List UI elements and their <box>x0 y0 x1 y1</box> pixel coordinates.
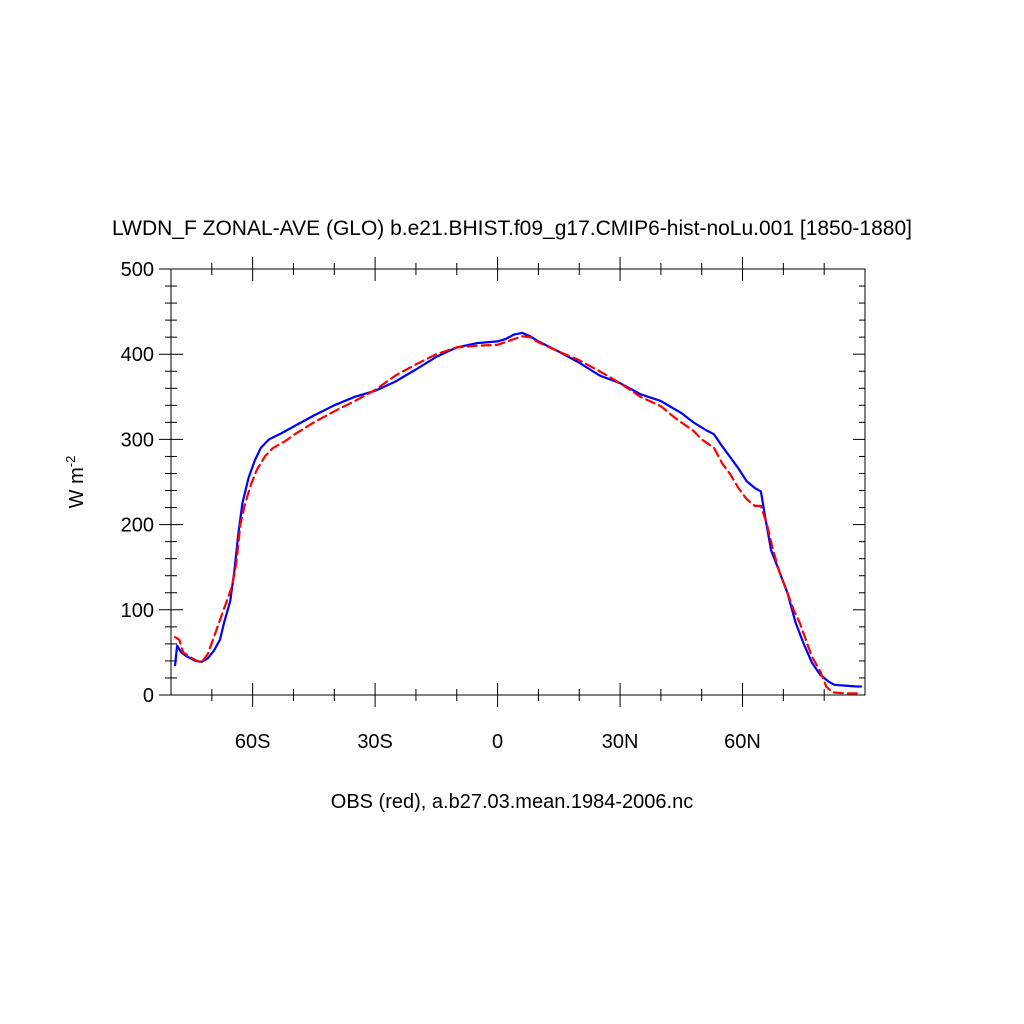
y-axis-label-superscript: -2 <box>63 456 78 468</box>
y-tick-label: 200 <box>121 515 154 537</box>
x-tick-label: 60S <box>235 731 271 753</box>
x-tick-label: 60N <box>724 731 761 753</box>
y-tick-label: 500 <box>121 259 154 281</box>
model-series-line <box>174 331 863 688</box>
x-tick-label: 30S <box>357 731 393 753</box>
y-tick-labels: 0 100 200 300 400 500 <box>121 259 154 707</box>
minor-ticks <box>165 263 865 701</box>
plot-frame <box>170 268 866 696</box>
series-layer <box>174 331 863 695</box>
y-tick-label: 300 <box>121 429 154 451</box>
y-tick-label: 400 <box>121 344 154 366</box>
y-axis-label-main: W m <box>66 467 88 508</box>
x-axis-label: OBS (red), a.b27.03.mean.1984-2006.nc <box>331 791 693 813</box>
x-tick-labels: 60S 30S 0 30N 60N <box>235 731 761 753</box>
y-axis-label: W m-2 <box>63 456 88 509</box>
x-tick-label: 0 <box>492 731 503 753</box>
obs-series-line <box>174 335 863 695</box>
chart-title: LWDN_F ZONAL-AVE (GLO) b.e21.BHIST.f09_g… <box>112 217 912 240</box>
y-tick-label: 100 <box>121 600 154 622</box>
y-tick-label: 0 <box>143 685 154 707</box>
x-tick-label: 30N <box>602 731 639 753</box>
major-ticks <box>159 257 865 707</box>
